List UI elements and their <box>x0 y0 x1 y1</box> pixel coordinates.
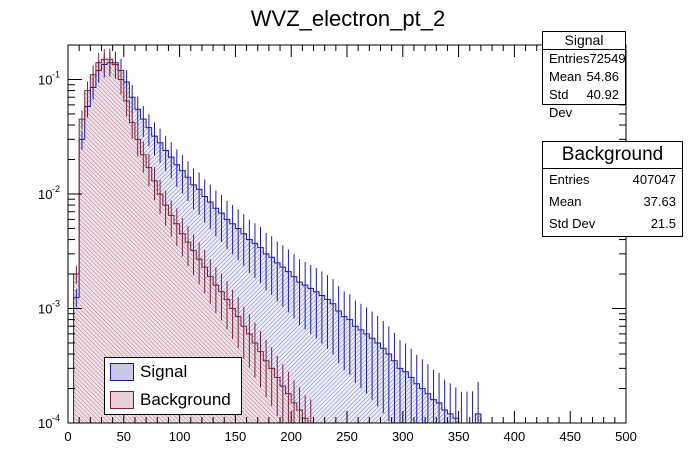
stats-background-stddev-label: Std Dev <box>549 216 596 231</box>
x-tick-label: 50 <box>117 429 131 444</box>
x-tick-label: 200 <box>280 429 302 444</box>
stats-signal-mean-label: Mean <box>549 69 582 84</box>
legend: Signal Background <box>104 357 242 415</box>
stats-background-stddev-value: 21.5 <box>650 216 676 231</box>
stats-background-entries-label: Entries <box>549 172 590 187</box>
x-tick-label: 0 <box>64 429 71 444</box>
x-tick-label: 250 <box>336 429 358 444</box>
stats-box-signal-title: Signal <box>543 32 625 50</box>
legend-label-signal: Signal <box>140 362 188 381</box>
legend-label-background: Background <box>140 390 231 409</box>
x-tick-label: 300 <box>392 429 414 444</box>
stats-box-background-title: Background <box>543 142 682 169</box>
x-tick-label: 400 <box>504 429 526 444</box>
y-tick-label: 10 <box>38 72 52 87</box>
y-tick-label: 10 <box>38 416 52 431</box>
y-tick-label: 10 <box>38 301 52 316</box>
y-tick-exponent: -1 <box>52 69 60 79</box>
y-tick-exponent: -4 <box>52 413 60 423</box>
chart-title: WVZ_electron_pt_2 <box>251 6 445 31</box>
stats-background-mean-value: 37.63 <box>643 194 676 209</box>
x-tick-label: 450 <box>559 429 581 444</box>
stats-background-entries-value: 407047 <box>632 172 676 187</box>
y-tick-exponent: -3 <box>52 298 60 308</box>
stats-box-signal: Signal Entries 72549 Mean 54.86 Std Dev … <box>542 31 626 120</box>
stats-signal-stddev-value: 40.92 <box>586 87 619 102</box>
x-tick-label: 100 <box>169 429 191 444</box>
stats-signal-mean-value: 54.86 <box>586 69 619 84</box>
stats-signal-stddev-label: Std Dev <box>549 87 573 120</box>
stats-signal-entries-value: 72549 <box>589 51 626 66</box>
signal-step-line <box>73 62 482 424</box>
x-tick-label: 150 <box>225 429 247 444</box>
x-tick-label: 350 <box>448 429 470 444</box>
x-tick-label: 500 <box>615 429 637 444</box>
background-area <box>73 59 314 423</box>
stats-box-background: Background Entries 407047 Mean 37.63 Std… <box>542 141 683 237</box>
y-tick-exponent: -2 <box>52 184 60 194</box>
y-tick-label: 10 <box>38 187 52 202</box>
stats-signal-entries-label: Entries <box>549 51 590 66</box>
stats-background-mean-label: Mean <box>549 194 582 209</box>
legend-swatch-signal <box>110 363 134 381</box>
legend-swatch-background <box>110 391 134 409</box>
